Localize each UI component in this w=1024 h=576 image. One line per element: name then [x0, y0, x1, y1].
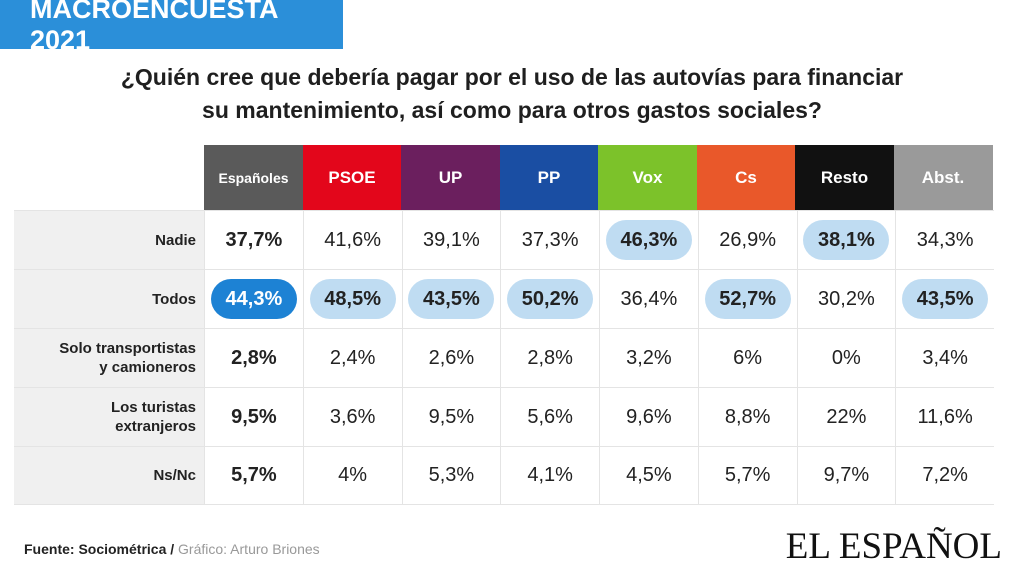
column-header-cs: Cs [696, 145, 796, 210]
table-cell: 22% [796, 388, 896, 446]
table-cell: 44,3% [204, 270, 303, 328]
table-row: Los turistas extranjeros 9,5% 3,6% 9,5% 5,6% 9… [14, 387, 994, 446]
table-cell: 9,5% [204, 388, 303, 446]
table-cell: 5,6% [500, 388, 599, 446]
credit-text: Gráfico: Arturo Briones [174, 541, 320, 557]
table-cell: 2,8% [204, 329, 303, 387]
table-row: Solo transportistas y camioneros 2,8% 2,4% 2… [14, 328, 994, 387]
column-header-pp: PP [499, 145, 599, 210]
table-cell: 52,7% [697, 270, 797, 328]
row-label: Nadie [14, 211, 204, 269]
table-cell: 39,1% [401, 211, 501, 269]
source-separator: / [166, 541, 175, 557]
table-cell: 41,6% [302, 211, 402, 269]
table-row: Todos 44,3% 48,5% 43,5% 50,2% 36,4% 52,7% 30,2%… [14, 269, 994, 328]
table-cell: 36,4% [599, 270, 698, 328]
row-label: Ns/Nc [14, 447, 204, 504]
table-cell: 43,5% [401, 270, 501, 328]
survey-badge: MACROENCUESTA 2021 [0, 0, 343, 55]
footer-source: Fuente: Sociométrica / Gráfico: Arturo B… [24, 541, 320, 557]
table-cell: 38,1% [796, 211, 896, 269]
question-line-2: su mantenimiento, así como para otros ga… [202, 97, 822, 123]
table-cell: 0% [796, 329, 896, 387]
table-cell: 37,3% [500, 211, 599, 269]
table-cell: 43,5% [895, 270, 994, 328]
table-cell: 3,6% [302, 388, 402, 446]
table-cell: 11,6% [895, 388, 994, 446]
table-cell: 46,3% [599, 211, 698, 269]
row-label: Todos [14, 270, 204, 328]
table-cell: 9,5% [401, 388, 501, 446]
table-cell: 5,3% [401, 447, 501, 504]
highlighted-value: 50,2% [507, 279, 594, 319]
highlighted-value: 43,5% [408, 279, 495, 319]
table-cell: 2,4% [302, 329, 402, 387]
table-row: Ns/Nc 5,7% 4% 5,3% 4,1% 4,5% 5,7% 9,7% 7,2% [14, 446, 994, 505]
table-cell: 50,2% [500, 270, 599, 328]
table-cell: 6% [697, 329, 797, 387]
header-corner [14, 145, 204, 210]
column-header-psoe: PSOE [302, 145, 402, 210]
column-header-españoles: Españoles [204, 145, 303, 210]
row-label: Solo transportistas y camioneros [14, 329, 204, 387]
highlighted-value: 44,3% [210, 279, 297, 319]
table-cell: 26,9% [697, 211, 797, 269]
highlighted-value: 46,3% [605, 220, 692, 260]
table-cell: 30,2% [796, 270, 896, 328]
table-cell: 48,5% [302, 270, 402, 328]
table-cell: 9,7% [796, 447, 896, 504]
table-cell: 2,6% [401, 329, 501, 387]
results-table: Españoles PSOE UP PP Vox Cs Resto Abst. Nadie 37… [14, 145, 994, 505]
table-cell: 5,7% [697, 447, 797, 504]
table-cell: 2,8% [500, 329, 599, 387]
table-cell: 4,5% [599, 447, 698, 504]
highlighted-value: 48,5% [309, 279, 396, 319]
table-cell: 34,3% [895, 211, 994, 269]
column-header-abst: Abst. [893, 145, 993, 210]
column-header-up: UP [401, 145, 500, 210]
table-cell: 5,7% [204, 447, 303, 504]
table-row: Nadie 37,7% 41,6% 39,1% 37,3% 46,3% 26,9% 38,1%… [14, 210, 994, 269]
table-body: Nadie 37,7% 41,6% 39,1% 37,3% 46,3% 26,9% 38,1%… [14, 210, 994, 505]
column-header-vox: Vox [598, 145, 697, 210]
table-cell: 8,8% [697, 388, 797, 446]
highlighted-value: 52,7% [704, 279, 791, 319]
table-cell: 3,4% [895, 329, 994, 387]
table-cell: 3,2% [599, 329, 698, 387]
table-cell: 7,2% [895, 447, 994, 504]
source-text: Fuente: Sociométrica [24, 541, 167, 557]
column-header-row: Españoles PSOE UP PP Vox Cs Resto Abst. [14, 145, 994, 210]
table-cell: 4,1% [500, 447, 599, 504]
table-cell: 9,6% [599, 388, 698, 446]
question-line-1: ¿Quién cree que debería pagar por el uso… [120, 64, 904, 90]
column-header-resto: Resto [795, 145, 894, 210]
highlighted-value: 38,1% [803, 220, 890, 260]
table-cell: 4% [302, 447, 402, 504]
table-cell: 37,7% [204, 211, 303, 269]
chart-question: ¿Quién cree que debería pagar por el uso… [0, 61, 1024, 127]
highlighted-value: 43,5% [902, 279, 989, 319]
publisher-logo: EL ESPAÑOL [785, 526, 1002, 567]
row-label: Los turistas extranjeros [14, 388, 204, 446]
